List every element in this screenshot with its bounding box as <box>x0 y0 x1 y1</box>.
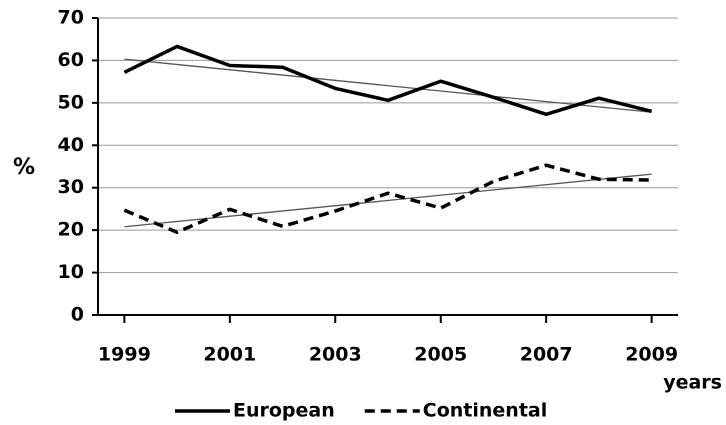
y-tick-label: 0 <box>71 304 84 326</box>
y-tick-label: 70 <box>58 7 84 29</box>
series-line <box>123 44 653 117</box>
legend-label: Continental <box>423 400 547 422</box>
x-tick-label: 2005 <box>414 344 467 366</box>
y-tick-label: 30 <box>58 176 84 198</box>
trend-line <box>124 58 652 113</box>
trend-line <box>124 173 652 228</box>
y-axis-label: % <box>13 155 35 180</box>
x-tick-label: 2003 <box>309 344 362 366</box>
y-tick-label: 20 <box>58 219 84 241</box>
y-tick-label: 60 <box>58 49 84 71</box>
x-tick-label: 1999 <box>98 344 151 366</box>
y-tick-label: 10 <box>58 261 84 283</box>
x-tick-label: 2009 <box>625 344 678 366</box>
series-line <box>123 163 652 235</box>
y-tick-label: 50 <box>58 91 84 113</box>
x-tick-label: 2007 <box>520 344 573 366</box>
x-axis-label: years <box>663 372 722 394</box>
x-tick-label: 2001 <box>203 344 256 366</box>
legend-label: European <box>233 400 335 422</box>
y-tick-label: 40 <box>58 134 84 156</box>
